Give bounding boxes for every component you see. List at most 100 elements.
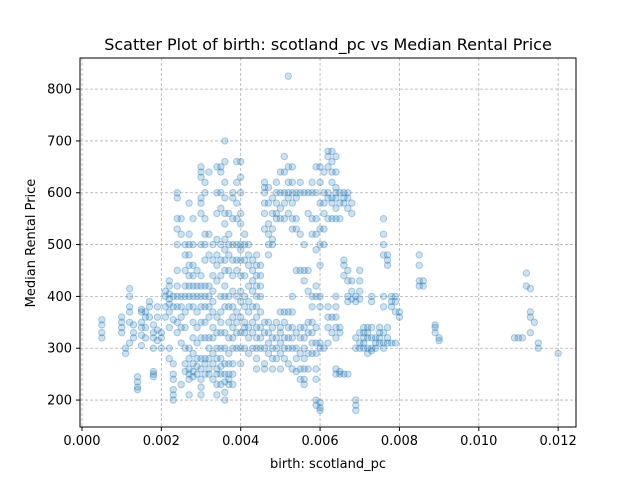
data-point: [316, 178, 324, 187]
data-point: [526, 284, 535, 293]
data-point: [173, 194, 181, 202]
data-point: [375, 328, 384, 337]
data-point: [264, 328, 273, 337]
data-point: [348, 199, 356, 207]
data-point: [379, 292, 388, 301]
data-point: [201, 334, 209, 342]
data-point: [221, 282, 229, 290]
data-point: [229, 334, 237, 342]
data-point: [189, 282, 197, 290]
data-point: [117, 323, 126, 332]
data-point: [248, 266, 257, 275]
data-point: [288, 214, 296, 223]
data-point: [133, 373, 142, 381]
data-point: [125, 318, 134, 327]
data-point: [161, 287, 170, 295]
data-point: [272, 318, 281, 327]
data-point: [256, 292, 265, 301]
data-point: [534, 339, 543, 347]
data-point: [379, 303, 388, 311]
data-point: [280, 199, 289, 207]
data-point: [296, 375, 304, 384]
data-point: [332, 189, 340, 197]
data-point: [244, 297, 253, 306]
data-point: [387, 303, 396, 311]
data-point: [356, 339, 364, 347]
y-tick-label: 700: [47, 134, 72, 149]
data-point: [264, 230, 273, 238]
data-point: [229, 313, 237, 321]
data-point: [276, 204, 285, 212]
data-point: [328, 199, 336, 207]
data-point: [173, 318, 181, 327]
data-point: [244, 308, 253, 316]
data-point: [328, 194, 336, 202]
data-point: [324, 339, 332, 347]
data-point: [268, 365, 277, 373]
data-point: [316, 199, 324, 207]
data-point: [189, 292, 197, 301]
data-point: [387, 292, 396, 301]
data-point: [157, 328, 166, 337]
data-point: [213, 344, 221, 352]
data-point: [240, 292, 249, 301]
data-point: [141, 323, 150, 332]
data-point: [117, 328, 126, 337]
data-point: [324, 313, 332, 321]
data-point: [185, 240, 193, 249]
data-point: [197, 318, 205, 327]
data-point: [340, 194, 348, 202]
data-point: [177, 214, 185, 223]
data-point: [217, 240, 225, 249]
data-point: [233, 214, 241, 223]
data-point: [328, 328, 336, 337]
data-point: [98, 316, 106, 324]
data-point: [260, 178, 269, 187]
data-point: [169, 303, 177, 311]
data-point: [213, 328, 221, 337]
data-point: [260, 225, 269, 233]
data-point: [272, 344, 281, 352]
data-point: [209, 287, 217, 295]
data-point: [201, 360, 209, 368]
data-point: [213, 391, 221, 399]
data-point: [332, 303, 340, 311]
data-point: [252, 334, 261, 342]
data-point: [137, 308, 146, 316]
data-point: [177, 303, 185, 311]
data-point: [205, 370, 213, 378]
data-point: [165, 290, 173, 298]
data-point: [193, 323, 201, 332]
data-point: [221, 378, 229, 386]
data-point: [360, 334, 368, 342]
data-point: [284, 194, 293, 202]
y-tick-label: 800: [47, 83, 72, 98]
data-point: [221, 303, 229, 311]
data-point: [225, 360, 233, 368]
data-point: [225, 349, 233, 358]
data-point: [324, 303, 332, 311]
data-point: [237, 173, 245, 181]
data-point: [375, 323, 384, 332]
data-point: [336, 214, 344, 223]
data-point: [213, 209, 221, 218]
data-point: [217, 163, 225, 171]
data-point: [213, 277, 221, 285]
data-point: [201, 256, 209, 264]
data-point: [371, 344, 380, 352]
data-point: [367, 334, 376, 342]
data-point: [264, 199, 273, 207]
data-point: [221, 292, 229, 301]
data-point: [201, 189, 209, 197]
data-point: [197, 163, 205, 171]
data-point: [328, 168, 336, 176]
data-point: [237, 344, 245, 352]
data-point: [98, 328, 106, 337]
data-point: [363, 328, 372, 337]
data-point: [534, 344, 543, 352]
data-point: [526, 328, 535, 337]
data-point: [189, 303, 197, 311]
data-point: [193, 339, 201, 347]
data-point: [308, 339, 316, 347]
data-point: [217, 292, 225, 301]
